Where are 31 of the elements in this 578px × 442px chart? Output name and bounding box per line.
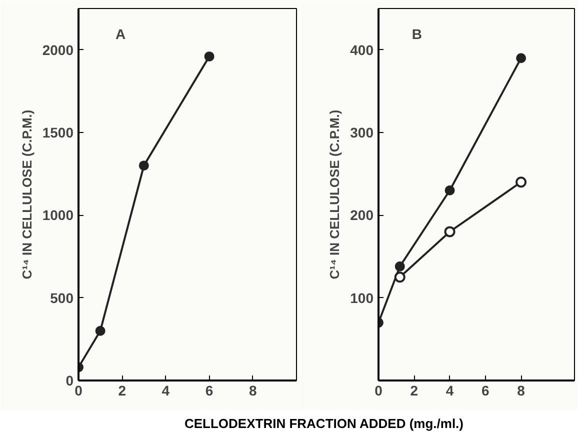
point [95,326,106,336]
y-tick-label: 2000 [42,42,74,58]
x-tick-label: 2 [410,382,418,398]
x-tick-label: 8 [249,382,258,398]
y-tick-label: 100 [350,290,374,306]
point [516,176,527,188]
point [204,51,214,62]
annotation: B [412,26,422,42]
point [394,272,406,283]
point [516,53,526,64]
y-tick-label: 1000 [42,207,74,224]
x-tick-label: 6 [205,382,214,398]
x-tick-label: 6 [482,382,490,398]
x-tick-label: 8 [517,382,526,398]
y-axis-title: C¹⁴ IN CELLULOSE (C.P.M.) [327,110,342,280]
x-axis-title: CELLODEXTRIN FRACTION ADDED (mg./ml.) [184,415,464,433]
y-tick-label: 300 [350,124,374,140]
point [444,226,456,238]
y-axis-title: C¹⁴ IN CELLULOSE (C.P.M.) [19,110,34,280]
x-tick-label: 4 [162,382,170,398]
point [444,185,455,196]
y-tick-label: 500 [50,290,74,306]
point [138,160,149,171]
point [394,261,405,272]
y-tick-label: 400 [350,42,374,58]
y-tick-label: 1500 [42,124,74,140]
x-tick-label: 4 [446,382,454,398]
x-tick-label: 2 [118,382,126,398]
y-tick-label: 200 [350,207,374,224]
y-tick-label: 0 [66,372,74,388]
annotation: A [116,26,126,42]
